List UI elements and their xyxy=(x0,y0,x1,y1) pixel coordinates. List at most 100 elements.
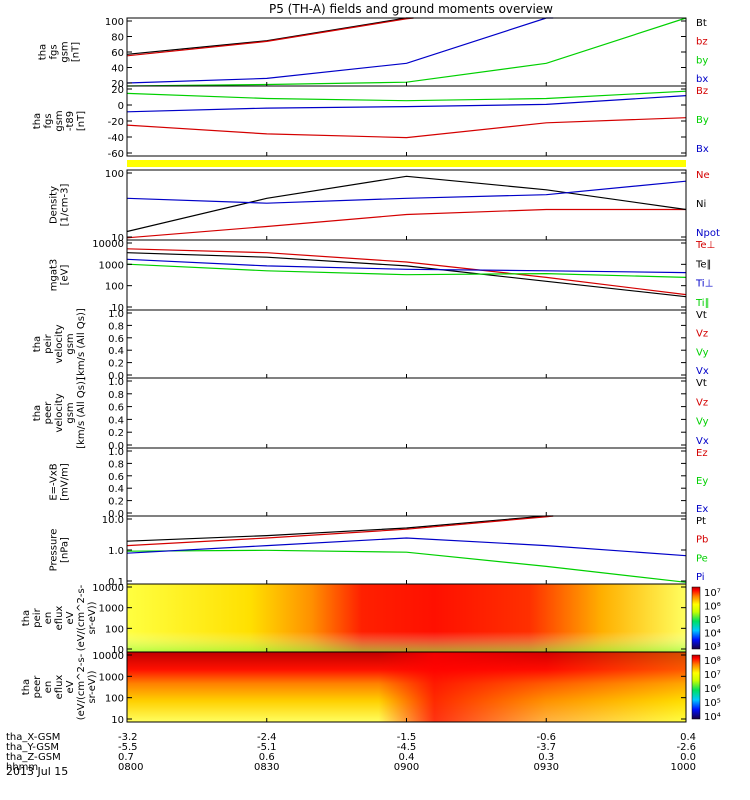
series-line xyxy=(126,90,687,102)
y-tick-label: 20 xyxy=(111,79,124,90)
y-axis-label: eflux xyxy=(54,675,65,700)
y-tick-label: 1.0 xyxy=(108,377,124,388)
colorbar xyxy=(691,586,701,650)
x-axis-value: -3.2 xyxy=(118,732,138,743)
y-axis-label: (eV/(cm^2-s- xyxy=(76,653,87,720)
y-axis-label: gsm xyxy=(65,333,76,354)
legend-entry: Vy xyxy=(696,417,709,428)
y-axis-label: [km/s (All Qs)] xyxy=(76,308,87,380)
y-tick-label: 10000 xyxy=(92,239,124,250)
x-axis-value: -1.5 xyxy=(397,732,417,743)
series-line xyxy=(126,515,554,547)
series-line xyxy=(126,175,687,233)
y-tick-label: 20 xyxy=(111,85,124,96)
colorbar-label: 10⁵ xyxy=(704,698,721,709)
y-tick-label: 0.2 xyxy=(108,359,124,370)
y-axis-label: fgs xyxy=(49,44,60,59)
y-tick-label: 100 xyxy=(105,694,124,705)
x-axis-value: 0900 xyxy=(394,762,419,773)
y-tick-label: 1000 xyxy=(99,260,124,271)
x-axis-row-label: tha_X-GSM xyxy=(6,732,60,743)
x-axis-value: 0.6 xyxy=(259,752,275,763)
series-line xyxy=(126,252,687,298)
y-axis-label: peer xyxy=(32,675,43,699)
x-axis-row-label: tha_Z-GSM xyxy=(6,752,61,763)
y-axis-label: peir xyxy=(32,607,43,627)
series-line xyxy=(126,117,687,139)
y-axis-label: mgat3 xyxy=(49,259,60,292)
y-axis-label: Pressure xyxy=(49,529,60,572)
y-axis-label: peer xyxy=(43,401,54,425)
series-line xyxy=(126,17,414,55)
x-axis-value: -0.6 xyxy=(536,732,556,743)
date-label: 2013 Jul 15 xyxy=(6,765,68,778)
colorbar-label: 10⁷ xyxy=(704,588,721,599)
colorbar-label: 10⁴ xyxy=(704,712,721,723)
y-axis-label: tha xyxy=(21,610,32,626)
legend-entry: Ti∥ xyxy=(695,298,710,309)
x-axis-row-label: tha_Y-GSM xyxy=(6,742,59,753)
x-axis-value: -4.5 xyxy=(397,742,417,753)
x-axis-value: 0.3 xyxy=(538,752,554,763)
y-tick-label: 40 xyxy=(111,64,124,75)
legend-entry: bz xyxy=(696,37,708,48)
x-axis-value: 0800 xyxy=(118,762,143,773)
y-tick-label: 0.6 xyxy=(108,403,124,414)
y-axis-label: gsm xyxy=(54,110,65,131)
y-tick-label: 1000 xyxy=(99,604,124,615)
colorbar-label: 10⁴ xyxy=(704,629,721,640)
y-tick-label: 80 xyxy=(111,33,124,44)
y-tick-label: 0.8 xyxy=(108,390,124,401)
colorbar-label: 10⁶ xyxy=(704,684,721,695)
y-axis-label: en xyxy=(43,612,54,625)
y-tick-label: 0.4 xyxy=(108,415,124,426)
y-axis-label: eV xyxy=(65,611,76,624)
y-axis-label: -t89 xyxy=(65,111,76,131)
legend-entry: Ez xyxy=(696,448,708,459)
y-axis-label: velocity xyxy=(54,393,65,432)
legend-entry: Pb xyxy=(696,535,708,546)
ion-spectrogram-lowE xyxy=(127,584,686,652)
x-axis-row-label: hhmm xyxy=(6,762,38,773)
x-axis-value: 1000 xyxy=(671,762,696,773)
colorbar-label: 10⁶ xyxy=(704,602,721,613)
legend-entry: Ex xyxy=(696,504,708,515)
y-tick-label: 100 xyxy=(105,169,124,180)
y-axis-label: [eV] xyxy=(60,265,71,286)
y-axis-label: en xyxy=(43,681,54,694)
y-axis-label: sr-eV)) xyxy=(87,670,98,703)
y-axis-label: [1/cm-3] xyxy=(60,184,71,227)
legend-entry: By xyxy=(696,115,709,126)
legend-entry: Vz xyxy=(696,329,708,340)
y-axis-label: sr-eV)) xyxy=(87,601,98,634)
y-tick-label: 10.0 xyxy=(102,515,124,526)
y-tick-label: 1.0 xyxy=(108,447,124,458)
y-tick-label: 1000 xyxy=(99,672,124,683)
colorbar-label: 10⁷ xyxy=(704,670,721,681)
electron-spectrogram-overlay xyxy=(127,652,686,722)
y-axis-label: peir xyxy=(43,333,54,353)
colorbar-label: 10⁸ xyxy=(704,656,721,667)
y-tick-label: 100 xyxy=(105,282,124,293)
y-tick-label: -20 xyxy=(108,117,124,128)
y-tick-label: 0.4 xyxy=(108,484,124,495)
legend-entry: Pi xyxy=(696,572,705,583)
colorbar-label: 10³ xyxy=(704,642,721,653)
panel-frame xyxy=(126,169,687,241)
y-axis-label: [nPa] xyxy=(60,537,71,563)
colorbar xyxy=(691,654,701,720)
series-line xyxy=(126,17,554,84)
legend-entry: Ni xyxy=(696,199,706,210)
x-axis-value: 0.7 xyxy=(118,752,134,763)
series-line xyxy=(126,95,687,113)
x-axis-value: -2.4 xyxy=(257,732,277,743)
plot-title: P5 (TH-A) fields and ground moments over… xyxy=(269,2,553,16)
y-tick-label: 0 xyxy=(118,101,124,112)
y-axis-label: fgs xyxy=(43,113,54,128)
legend-entry: Vz xyxy=(696,397,708,408)
y-tick-label: 0.8 xyxy=(108,321,124,332)
series-line xyxy=(126,263,687,278)
legend-entry: bx xyxy=(696,74,708,85)
series-line xyxy=(126,180,687,204)
